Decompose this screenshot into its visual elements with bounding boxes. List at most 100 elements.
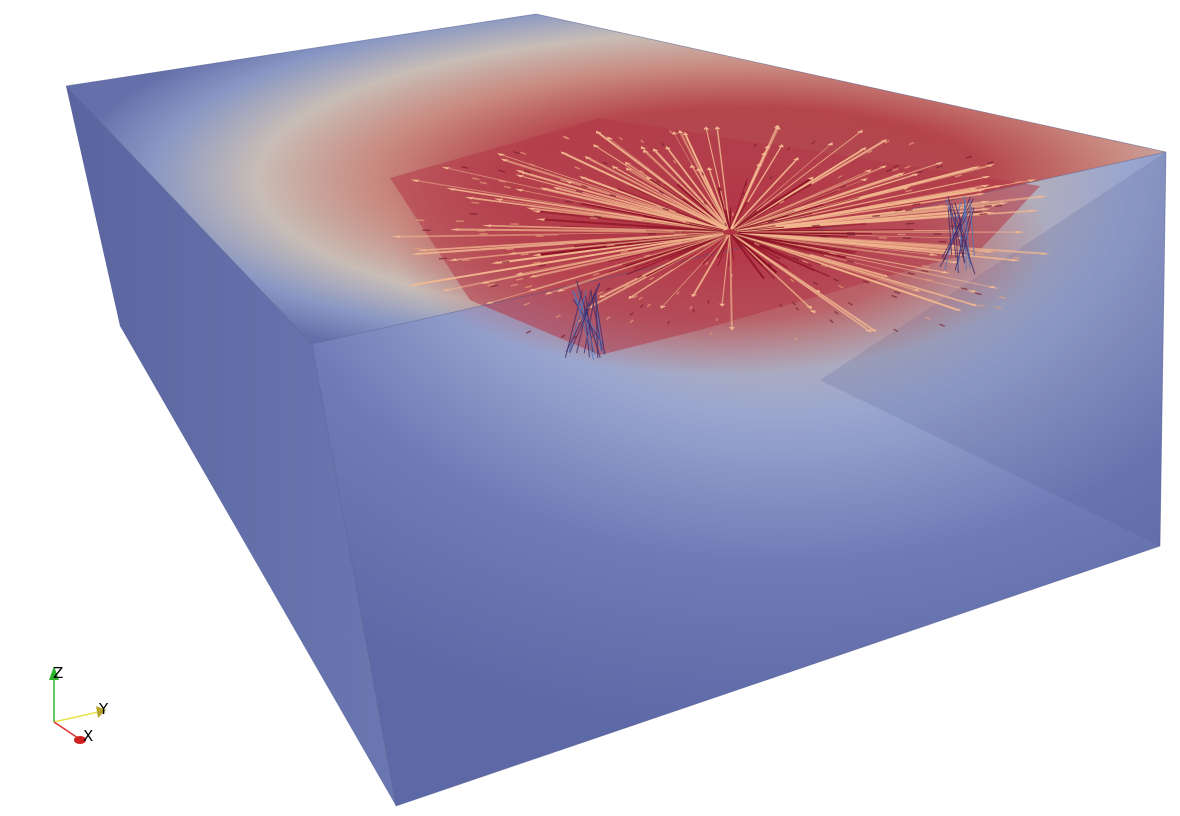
vector-glyph — [602, 161, 609, 166]
vector-glyph — [491, 233, 725, 303]
vector-glyph — [609, 193, 617, 198]
vector-glyph — [737, 226, 785, 232]
vector-glyph — [787, 146, 791, 151]
vector-glyph — [734, 173, 900, 231]
vector-glyph — [1012, 257, 1021, 260]
vector-arrowhead — [706, 167, 713, 171]
vector-glyph — [520, 253, 529, 256]
vector-glyph — [565, 282, 601, 353]
vector-glyph — [833, 278, 840, 282]
vector-glyph — [891, 294, 898, 299]
vector-arrowhead — [728, 327, 735, 331]
vector-arrowhead — [968, 289, 978, 293]
vector-glyph — [568, 289, 587, 352]
vector-glyph — [829, 252, 837, 255]
vector-glyph — [709, 332, 712, 336]
vector-glyph — [732, 144, 830, 230]
vector-glyph — [582, 298, 591, 358]
vector-arrowhead — [410, 179, 420, 182]
vector-arrowhead — [719, 303, 726, 307]
vector-arrowhead — [896, 172, 905, 176]
vector-glyph — [925, 278, 933, 282]
vector-glyph — [716, 129, 731, 230]
vector-glyph — [979, 213, 988, 216]
vector-arrowhead — [981, 175, 991, 179]
vector-glyph — [692, 308, 696, 313]
vector-glyph — [560, 334, 566, 339]
vector-glyph — [522, 176, 725, 231]
vector-arrowhead — [607, 136, 614, 140]
vector-arrowhead — [691, 293, 698, 298]
vector-glyph — [754, 143, 757, 148]
vector-glyph — [838, 284, 844, 289]
vector-arrowhead — [544, 291, 553, 295]
vector-arrowhead — [391, 235, 401, 238]
vector-arrowhead — [696, 168, 703, 172]
vector-glyph — [721, 234, 731, 304]
vector-arrowhead — [764, 145, 771, 149]
vector-glyph — [894, 290, 901, 295]
box-left-face — [66, 86, 396, 806]
vector-glyph — [592, 272, 600, 276]
vector-glyph — [736, 232, 796, 244]
vector-glyph — [973, 211, 982, 214]
vector-glyph — [418, 180, 724, 232]
vector-glyph — [461, 165, 469, 169]
vector-glyph — [998, 296, 1006, 300]
vector-glyph — [984, 205, 993, 208]
vector-arrowhead — [826, 142, 833, 146]
vector-glyph — [779, 303, 783, 308]
vector-glyph — [617, 188, 726, 231]
vector-arrowhead — [448, 258, 458, 261]
vector-arrowhead — [416, 248, 427, 252]
vector-glyph — [618, 136, 623, 141]
vector-arrowhead — [971, 166, 981, 169]
vector-arrowhead — [980, 200, 991, 204]
vector-glyph — [524, 285, 532, 289]
vector-glyph — [912, 203, 921, 206]
vector-arrowhead — [482, 224, 492, 227]
vector-glyph — [753, 242, 760, 246]
vector-glyph — [961, 207, 975, 258]
vector-glyph — [646, 225, 723, 233]
vector-glyph — [790, 278, 795, 283]
vector-glyph — [662, 234, 729, 307]
vector-glyph — [768, 262, 773, 267]
vector-glyph — [734, 233, 831, 278]
vector-arrowhead — [986, 164, 995, 167]
vector-glyph — [525, 330, 532, 334]
vector-arrowhead — [859, 147, 867, 151]
vector-glyph — [576, 289, 592, 354]
vector-glyph — [661, 142, 665, 147]
vector-glyph — [510, 283, 518, 287]
vector-glyph — [487, 283, 495, 287]
vector-glyph — [884, 140, 890, 144]
vector-glyph — [905, 208, 913, 212]
vector-glyph — [729, 234, 733, 328]
vector-glyph — [949, 206, 957, 259]
vector-glyph — [730, 234, 765, 280]
vector-glyph — [872, 214, 881, 218]
vector-glyph — [624, 206, 632, 210]
vector-glyph — [779, 200, 785, 204]
vector-glyph — [734, 166, 883, 231]
vector-arrowhead — [515, 272, 525, 275]
vector-arrowhead — [449, 228, 459, 231]
vector-glyph — [438, 257, 447, 260]
vector-glyph — [921, 268, 929, 272]
vector-glyph — [904, 165, 911, 169]
vector-glyph — [963, 203, 967, 271]
vector-arrowhead — [773, 124, 780, 128]
vector-glyph — [994, 305, 1002, 310]
vector-arrowhead — [560, 151, 568, 155]
vector-glyph — [724, 222, 728, 227]
vector-arrowhead — [953, 308, 962, 312]
vector-glyph — [820, 263, 828, 268]
vector-glyph — [730, 178, 748, 230]
vector-arrowhead — [985, 250, 995, 253]
vector-glyph — [894, 209, 903, 212]
vector-glyph — [597, 291, 604, 295]
vector-arrowhead — [869, 328, 877, 333]
vector-arrowhead — [485, 301, 494, 305]
